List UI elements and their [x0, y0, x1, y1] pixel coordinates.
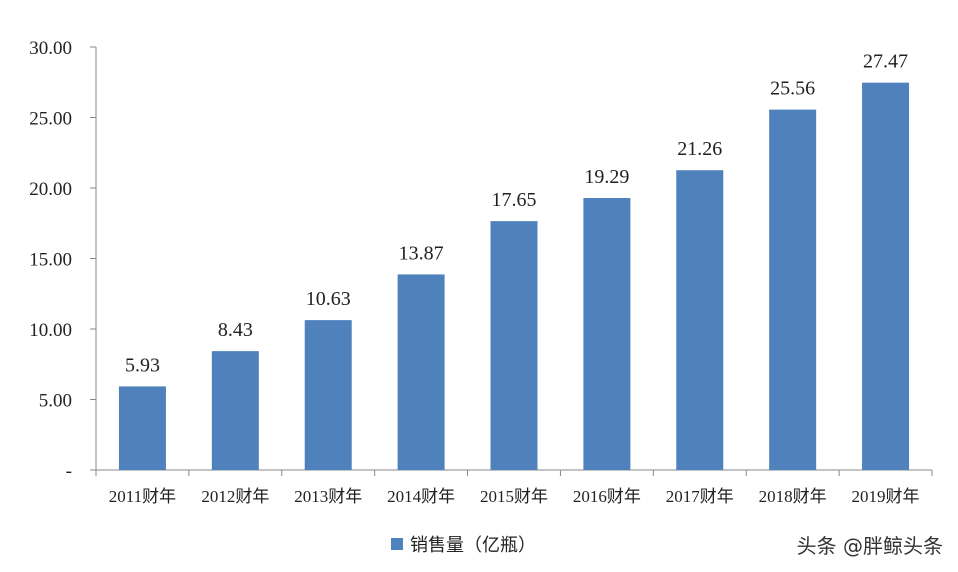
- bar: [397, 274, 445, 470]
- y-tick-label: -: [66, 461, 72, 482]
- data-label: 10.63: [306, 288, 351, 310]
- bar: [118, 386, 166, 470]
- data-label: 8.43: [218, 319, 253, 341]
- x-tick-label: 2015财年: [480, 487, 548, 506]
- data-label: 17.65: [492, 189, 537, 211]
- y-tick-label: 15.00: [29, 250, 72, 271]
- legend-label: 销售量（亿瓶）: [410, 535, 536, 556]
- x-tick-label: 2013财年: [294, 487, 362, 506]
- bar: [490, 221, 538, 470]
- data-labels: 5.93 8.43 10.63 13.87 17.65 19.29 21.26 25.56 27…: [125, 51, 908, 377]
- x-tick-label: 2019财年: [852, 487, 920, 506]
- x-tick-label: 2017财年: [666, 487, 734, 506]
- bar: [676, 170, 724, 470]
- legend-swatch: [391, 538, 403, 550]
- x-axis: 2011财年 2012财年 2013财年 2014财年 2015财年 2016财年 2017…: [95, 469, 933, 506]
- data-label: 5.93: [125, 354, 160, 376]
- x-tick-label: 2016财年: [573, 487, 641, 506]
- y-tick-label: 25.00: [29, 109, 72, 130]
- x-tick-label: 2012财年: [201, 487, 269, 506]
- data-label: 25.56: [770, 78, 815, 100]
- y-tick-label: 5.00: [39, 391, 72, 412]
- legend: 销售量（亿瓶）: [391, 535, 536, 556]
- bar: [862, 82, 910, 470]
- x-tick-label: 2014财年: [387, 487, 455, 506]
- y-axis: - 5.00 10.00 15.00 20.00 25.00 30.00: [29, 38, 97, 482]
- bar: [583, 198, 631, 471]
- data-label: 19.29: [584, 166, 629, 188]
- watermark: 头条 @胖鲸头条: [797, 534, 943, 558]
- data-label: 13.87: [399, 242, 444, 264]
- data-label: 21.26: [677, 138, 722, 160]
- bar: [304, 320, 352, 470]
- y-tick-label: 20.00: [29, 179, 72, 200]
- bar: [211, 351, 259, 470]
- y-tick-label: 10.00: [29, 320, 72, 341]
- x-tick-label: 2011财年: [109, 487, 176, 506]
- data-label: 27.47: [863, 51, 908, 73]
- bar: [769, 109, 817, 470]
- y-tick-label: 30.00: [29, 38, 72, 59]
- x-tick-label: 2018财年: [759, 487, 827, 506]
- bars: [118, 82, 910, 471]
